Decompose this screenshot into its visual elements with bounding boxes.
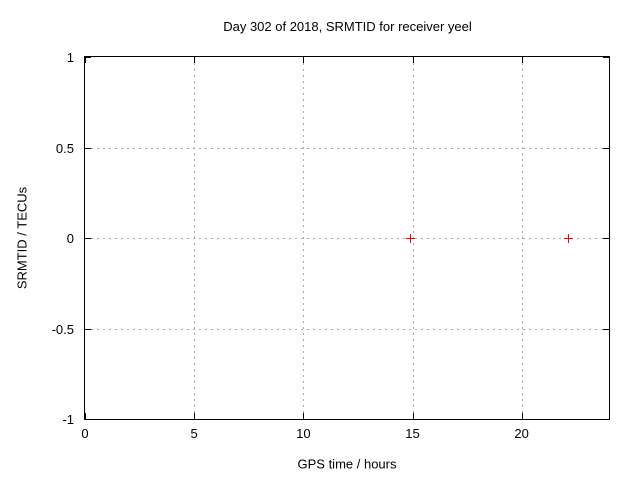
- x-tick-label: 20: [514, 426, 529, 441]
- x-tick-label: 0: [81, 426, 89, 441]
- data-point-plus-marker: [563, 234, 573, 243]
- x-tick-label: 5: [190, 426, 198, 441]
- x-tick-mark: [85, 413, 86, 419]
- y-tick-mark: [85, 57, 91, 58]
- x-tick-mark-top: [85, 57, 86, 63]
- y-tick-mark: [85, 419, 91, 420]
- y-tick-mark-right: [603, 238, 609, 239]
- y-tick-mark-right: [603, 57, 609, 58]
- x-tick-mark-top: [303, 57, 305, 63]
- y-gridline: [85, 328, 609, 330]
- x-axis-label: GPS time / hours: [297, 456, 397, 472]
- y-axis-label: SRMTID / TECUs: [14, 186, 30, 290]
- x-tick-mark-top: [194, 57, 196, 63]
- y-tick-label: 1: [66, 50, 74, 65]
- plot-area: [84, 56, 610, 420]
- y-tick-mark-right: [603, 419, 609, 420]
- y-tick-label: 0.5: [55, 140, 74, 156]
- x-tick-mark: [303, 413, 305, 419]
- chart-title: Day 302 of 2018, SRMTID for receiver yee…: [223, 19, 472, 34]
- x-tick-label: 15: [405, 426, 420, 441]
- x-tick-label: 10: [296, 426, 311, 441]
- x-tick-mark-top: [521, 57, 523, 63]
- data-point-plus-marker: [406, 234, 416, 243]
- y-tick-mark-right: [603, 147, 609, 149]
- y-gridline: [85, 238, 609, 239]
- y-tick-mark: [85, 328, 91, 330]
- y-tick-label: 0: [66, 231, 74, 246]
- y-tick-mark: [85, 147, 91, 149]
- y-tick-label: -0.5: [51, 321, 74, 337]
- y-tick-mark-right: [603, 328, 609, 330]
- x-tick-mark: [194, 413, 196, 419]
- x-tick-mark-top: [412, 57, 414, 63]
- y-tick-mark: [85, 238, 91, 239]
- x-tick-mark: [521, 413, 523, 419]
- y-tick-label: -1: [62, 412, 74, 427]
- x-tick-mark: [412, 413, 414, 419]
- y-gridline: [85, 147, 609, 149]
